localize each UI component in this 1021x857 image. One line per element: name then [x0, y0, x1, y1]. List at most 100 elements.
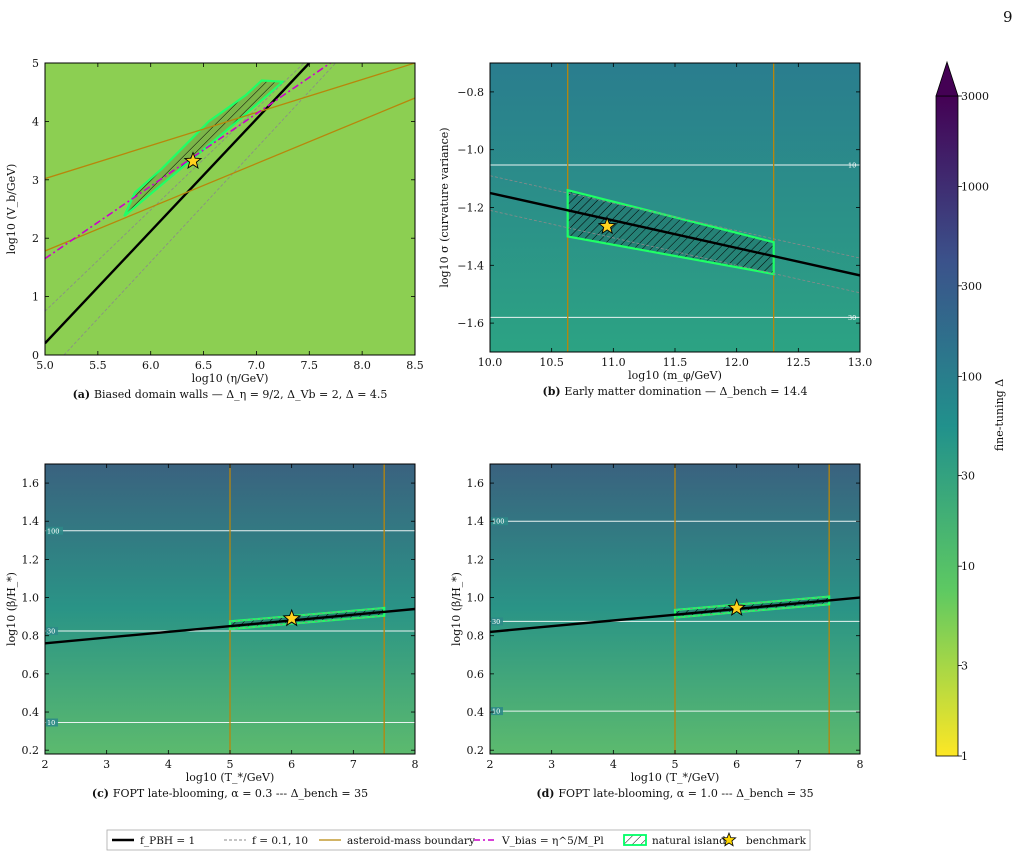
x-tick-label: 12.0 [724, 356, 749, 369]
y-tick-label: −1.6 [457, 317, 484, 330]
series-f-dashed [674, 603, 830, 618]
x-axis-label: log10 (T_*/GeV) [631, 771, 720, 784]
caption: (c) FOPT late-blooming, α = 0.3 --- Δ_be… [92, 787, 368, 800]
series-fpbh [490, 596, 860, 634]
y-tick-label: 4 [32, 115, 39, 128]
y-tick-label: 0.8 [467, 630, 485, 643]
y-tick-label: 0.4 [22, 706, 40, 719]
colorbar-extend-arrow [935, 60, 959, 97]
plot-area: 100 30 10 [490, 464, 860, 754]
x-tick-label: 7 [350, 758, 357, 771]
x-tick-label: 5.0 [36, 359, 54, 372]
caption: (b) Early matter domination — Δ_bench = … [542, 385, 807, 398]
series-f-dashed [229, 615, 385, 630]
x-tick-label: 8.0 [353, 359, 371, 372]
y-axis-label: log10 σ (curvature variance) [438, 127, 451, 287]
x-tick-label: 6.0 [142, 359, 160, 372]
contour-label: 30 [47, 627, 55, 635]
series-f-dashed [490, 175, 860, 259]
x-tick-label: 13.0 [848, 356, 873, 369]
y-tick-label: 1.4 [467, 515, 485, 528]
plot-area [45, 63, 415, 355]
series-f-dashed [229, 607, 385, 622]
legend-swatch [721, 831, 737, 847]
legend: f_PBH = 1 f = 0.1, 10 asteroid-mass bounda… [106, 829, 811, 851]
y-tick-label: 1.6 [467, 477, 485, 490]
colorbar-tick-label: 100 [961, 370, 982, 383]
panel-a: 5.0 5.5 6.0 6.5 7.0 7.5 8.0 8.5 0 1 2 3 4 5 log10 (η/G… [5, 57, 424, 401]
legend-item: benchmark [721, 831, 807, 847]
legend-label: natural island [652, 835, 726, 847]
benchmark-star [597, 216, 617, 235]
series-fpbh [45, 607, 415, 645]
x-tick-label: 3 [548, 758, 555, 771]
y-tick-label: −1.4 [457, 259, 484, 272]
contour-label: 10 [47, 719, 55, 727]
colorbar-tick-label: 300 [961, 280, 982, 293]
benchmark-star [282, 608, 301, 627]
caption-text: FOPT late-blooming, α = 1.0 --- Δ_bench … [558, 787, 813, 800]
x-tick-label: 7.5 [301, 359, 319, 372]
y-tick-label: 1.6 [22, 477, 40, 490]
colorbar-tick-label: 3000 [961, 90, 989, 103]
y-tick-label: 1.0 [22, 592, 40, 605]
x-tick-label: 2 [42, 758, 49, 771]
x-tick-label: 3 [103, 758, 110, 771]
caption: (d) FOPT late-blooming, α = 1.0 --- Δ_be… [536, 787, 813, 800]
y-tick-label: 1.2 [22, 553, 40, 566]
panel-b: 10 30 10.0 10.5 11.0 11.5 12.0 12.5 13.0 −1.6 −1.4… [438, 62, 873, 398]
legend-label: V_bias = η^5/M_Pl [501, 835, 604, 847]
x-tick-label: 2 [487, 758, 494, 771]
x-tick-label: 7 [795, 758, 802, 771]
colorbar-gradient [935, 95, 959, 757]
legend-item: asteroid-mass boundary [319, 835, 475, 847]
series-vbias [45, 63, 331, 260]
contour-label: 100 [47, 527, 59, 535]
legend-label: f = 0.1, 10 [252, 835, 308, 847]
y-tick-label: 0.6 [22, 668, 40, 681]
caption-prefix: (b) [542, 385, 564, 398]
panel-c: 100 30 10 2 3 4 5 6 7 8 0.2 0.4 0.6 0.8 1.0 1.2 1.4 1.6 lo… [5, 463, 419, 800]
series-asteroid [45, 97, 415, 252]
caption-prefix: (c) [92, 787, 113, 800]
contour-label: 100 [492, 518, 504, 526]
caption-prefix: (a) [73, 388, 94, 401]
legend-swatch [623, 834, 647, 846]
colorbar-tick-label: 10 [961, 560, 975, 573]
y-axis-label: log10 (V_b/GeV) [5, 164, 18, 255]
legend-label: asteroid-mass boundary [347, 835, 475, 847]
y-tick-label: 1.0 [467, 592, 485, 605]
y-tick-label: 0.6 [467, 668, 485, 681]
x-tick-label: 8.5 [406, 359, 424, 372]
y-tick-label: 1 [32, 291, 39, 304]
legend-label: benchmark [746, 835, 807, 847]
colorbar: 1 3 10 30 100 300 1000 3000 fine-tuning Δ [935, 60, 1006, 763]
y-tick-label: 0.2 [22, 744, 40, 757]
x-tick-label: 10.5 [539, 356, 564, 369]
y-tick-label: 1.2 [467, 553, 485, 566]
series-f-dashed [674, 596, 830, 611]
x-tick-label: 5 [227, 758, 234, 771]
colorbar-tick-label: 30 [961, 470, 975, 483]
legend-label: f_PBH = 1 [140, 835, 195, 847]
x-tick-label: 12.5 [786, 356, 811, 369]
y-tick-label: −1.2 [457, 202, 484, 215]
plot-area: 100 30 10 [45, 464, 415, 754]
plot-background [490, 63, 860, 352]
x-tick-label: 5.5 [89, 359, 107, 372]
plot-frame [44, 62, 416, 356]
caption-prefix: (d) [536, 787, 558, 800]
series-f-dashed [63, 63, 336, 355]
x-tick-label: 8 [857, 758, 864, 771]
natural-island [123, 79, 286, 217]
y-tick-label: 0.2 [467, 744, 485, 757]
panel-d: 100 30 10 2 3 4 5 6 7 8 0.2 0.4 0.6 0.8 1.0 1.2 1.4 1.6 lo… [450, 463, 864, 800]
contour-label: 30 [848, 314, 856, 322]
contour-label: 10 [848, 162, 856, 170]
legend-item: natural island [623, 834, 726, 847]
y-tick-label: −0.8 [457, 86, 484, 99]
y-tick-label: 0 [32, 349, 39, 362]
legend-item: f = 0.1, 10 [224, 835, 308, 847]
benchmark-star [727, 598, 746, 616]
